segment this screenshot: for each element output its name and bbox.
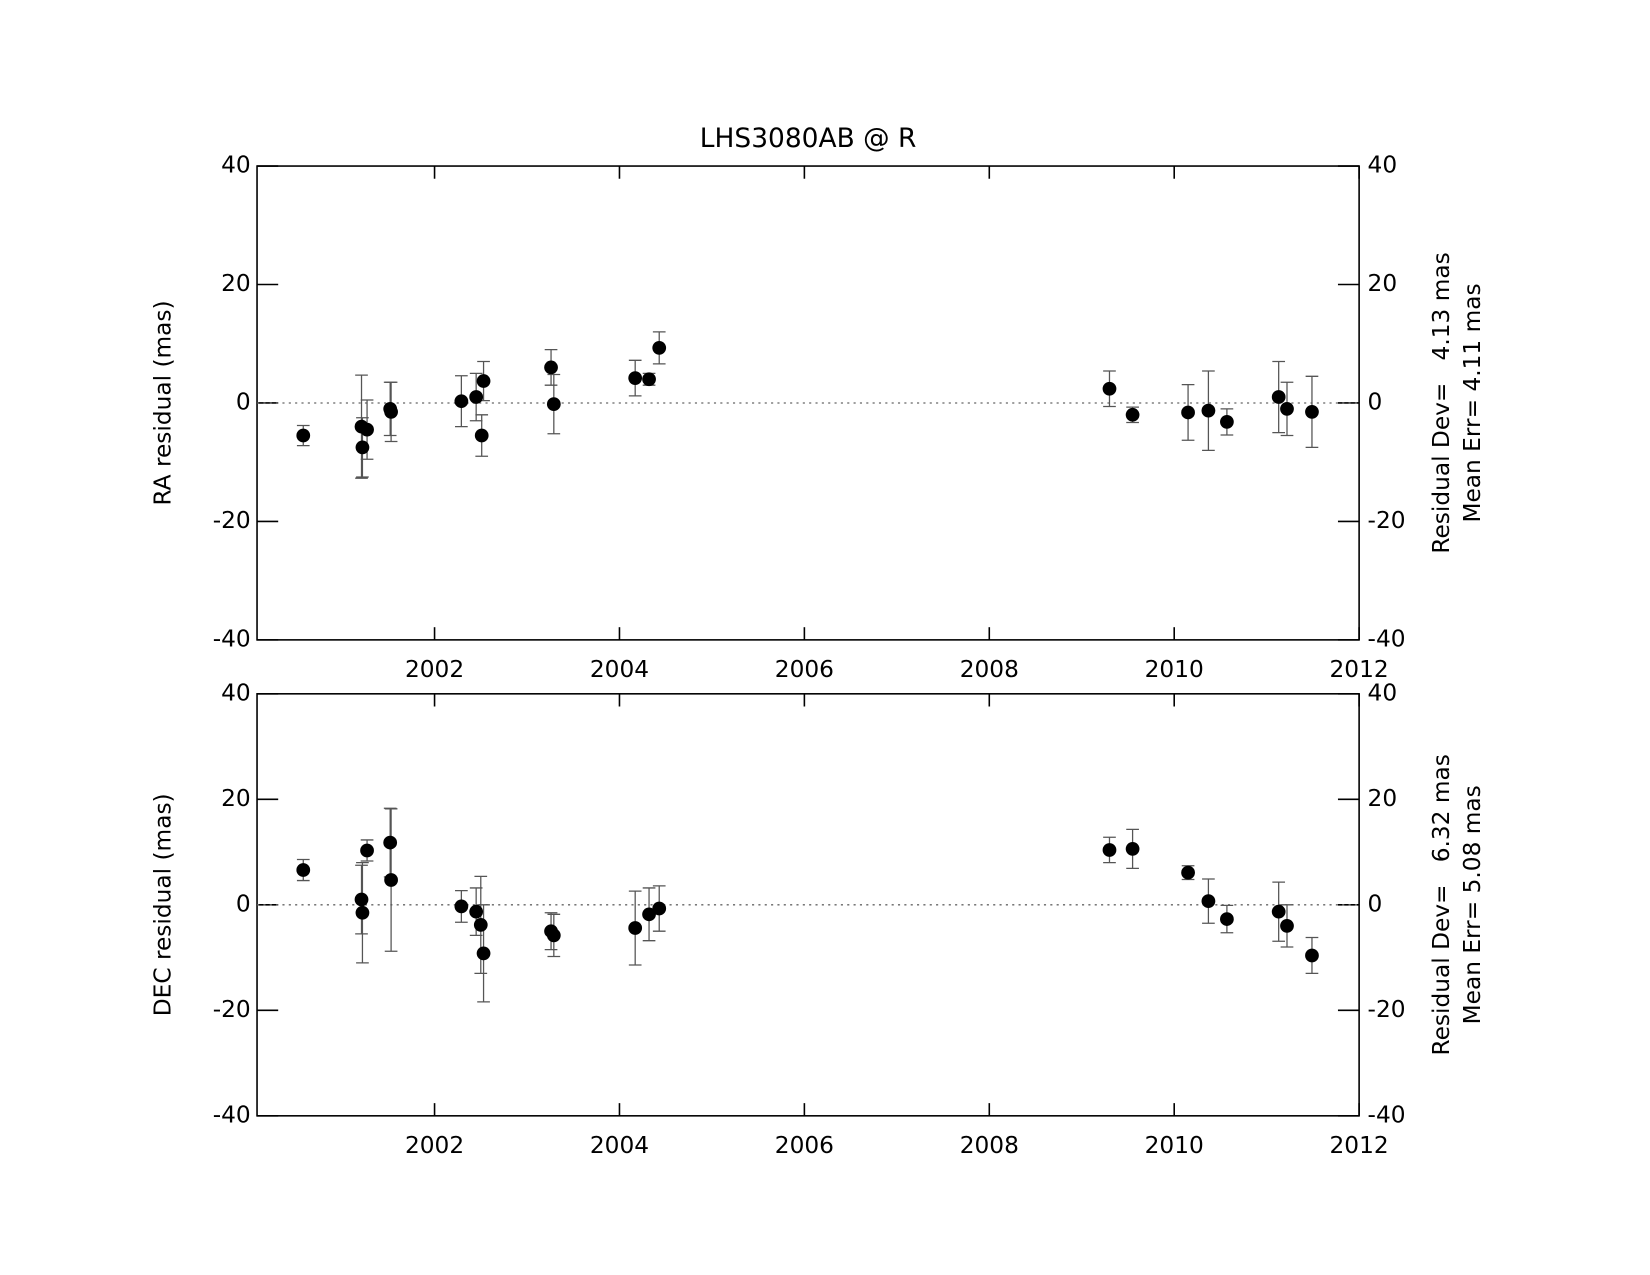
point [544, 360, 558, 375]
point [383, 835, 398, 850]
y-tick-label: -20 [213, 507, 251, 534]
point [296, 428, 311, 443]
y-tick-label-right: 0 [1368, 388, 1383, 415]
x-tick-label: 2002 [405, 656, 464, 683]
x-tick-label: 2004 [590, 1132, 649, 1159]
y-tick-label: 0 [236, 890, 251, 917]
x-tick-label: 2004 [590, 656, 649, 683]
x-tick-label: 2008 [960, 656, 1019, 683]
y-tick-label: 20 [221, 785, 251, 812]
point [1181, 865, 1195, 880]
y-tick-label: 20 [221, 270, 251, 297]
x-tick-label: 2006 [775, 656, 834, 683]
point [355, 905, 370, 920]
point [454, 899, 469, 914]
y-tick-label: 40 [221, 152, 251, 179]
point [354, 892, 369, 907]
x-tick-label: 2002 [405, 1132, 464, 1159]
x-tick-label: 2010 [1145, 656, 1204, 683]
point [1280, 402, 1294, 416]
x-tick-label: 2012 [1330, 1132, 1389, 1159]
point [1201, 403, 1216, 418]
y-axis-label: RA residual (mas) [149, 300, 176, 505]
y-tick-label-right: -40 [1368, 1101, 1406, 1128]
point [384, 873, 398, 887]
annotation: Mean Err= 4.11 mas [1459, 283, 1486, 522]
point [628, 921, 643, 935]
point [474, 428, 489, 443]
y-tick-label-right: -40 [1368, 625, 1406, 652]
point [360, 843, 374, 858]
point [1271, 390, 1286, 404]
y-tick-label-right: 40 [1368, 152, 1398, 179]
y-tick-label-right: 20 [1368, 270, 1398, 297]
point [473, 917, 488, 932]
annotation: Residual Dev= 4.13 mas [1428, 252, 1455, 553]
y-tick-label: -40 [213, 625, 251, 652]
y-tick-label-right: -20 [1368, 507, 1406, 534]
y-tick-label: -20 [213, 996, 251, 1023]
point [384, 404, 398, 419]
point [652, 341, 667, 355]
point [642, 372, 656, 387]
point [1181, 405, 1195, 420]
point [546, 928, 561, 943]
point [1125, 842, 1140, 856]
point [469, 904, 484, 919]
y-tick-label: -40 [213, 1101, 251, 1128]
x-tick-label: 2006 [775, 1132, 834, 1159]
point [652, 901, 667, 916]
annotation: Mean Err= 5.08 mas [1459, 785, 1486, 1024]
y-tick-label: 0 [236, 388, 251, 415]
point [476, 374, 491, 388]
point [1220, 912, 1234, 926]
x-tick-label: 2008 [960, 1132, 1019, 1159]
point [1220, 415, 1234, 429]
point [476, 946, 491, 961]
y-axis-label: DEC residual (mas) [149, 793, 176, 1016]
point [454, 394, 469, 409]
point [1102, 381, 1117, 396]
point [546, 397, 561, 412]
point [1271, 904, 1286, 919]
chart-title: LHS3080AB @ R [700, 123, 917, 154]
annotation: Residual Dev= 6.32 mas [1428, 754, 1455, 1055]
y-tick-label: 40 [221, 679, 251, 706]
point [1305, 404, 1319, 419]
point [1280, 919, 1294, 933]
y-tick-label-right: -20 [1368, 996, 1406, 1023]
point [642, 907, 656, 922]
point [355, 440, 370, 455]
point [1305, 948, 1319, 963]
x-tick-label: 2010 [1145, 1132, 1204, 1159]
y-tick-label-right: 0 [1368, 890, 1383, 917]
point [1125, 407, 1140, 422]
x-tick-label: 2012 [1330, 656, 1389, 683]
point [628, 371, 643, 385]
point [1102, 843, 1117, 857]
point [469, 390, 484, 404]
point [1201, 894, 1216, 909]
point [296, 863, 311, 877]
y-tick-label-right: 40 [1368, 679, 1398, 706]
point [360, 422, 374, 437]
y-tick-label-right: 20 [1368, 785, 1398, 812]
